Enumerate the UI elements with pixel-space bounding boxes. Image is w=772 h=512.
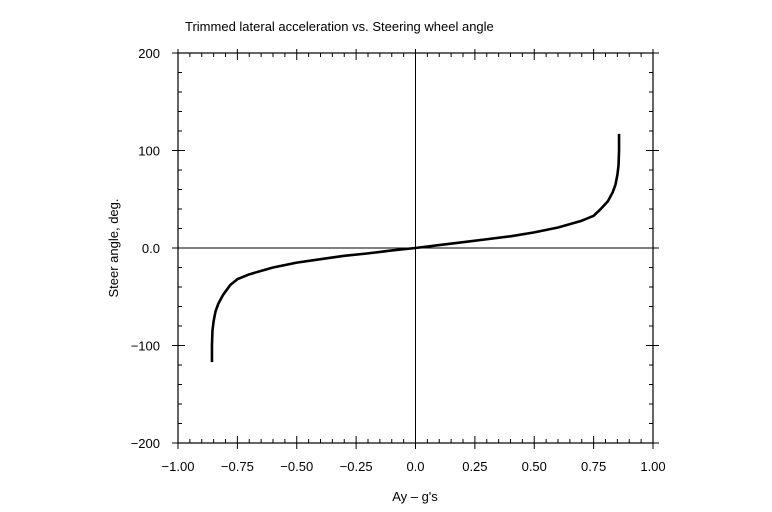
chart-title: Trimmed lateral acceleration vs. Steerin…: [185, 19, 494, 34]
x-tick-label: −0.50: [280, 459, 313, 474]
y-tick-label: 200: [138, 46, 160, 61]
x-axis-label: Ay – g's: [392, 489, 438, 504]
y-tick-label: −200: [131, 436, 160, 451]
axis-ticks: [172, 49, 659, 449]
x-tick-labels: −1.00 −0.75 −0.50 −0.25 0.0 0.25 0.50 0.75 1.00: [162, 459, 666, 474]
y-axis-label: Steer angle, deg.: [106, 198, 121, 297]
x-tick-label: −0.25: [340, 459, 373, 474]
x-tick-label: −1.00: [162, 459, 195, 474]
x-tick-label: 0.50: [522, 459, 547, 474]
x-tick-label: 0.25: [462, 459, 487, 474]
y-tick-label: 100: [138, 144, 160, 159]
y-tick-label: 0.0: [142, 241, 160, 256]
x-tick-label: 0.0: [406, 459, 424, 474]
y-tick-labels: −200 −100 0.0 100 200: [131, 46, 160, 451]
x-tick-label: −0.75: [221, 459, 254, 474]
x-tick-label: 0.75: [581, 459, 606, 474]
y-tick-label: −100: [131, 339, 160, 354]
x-tick-label: 1.00: [640, 459, 665, 474]
series-line-steer-angle: [210, 133, 621, 363]
